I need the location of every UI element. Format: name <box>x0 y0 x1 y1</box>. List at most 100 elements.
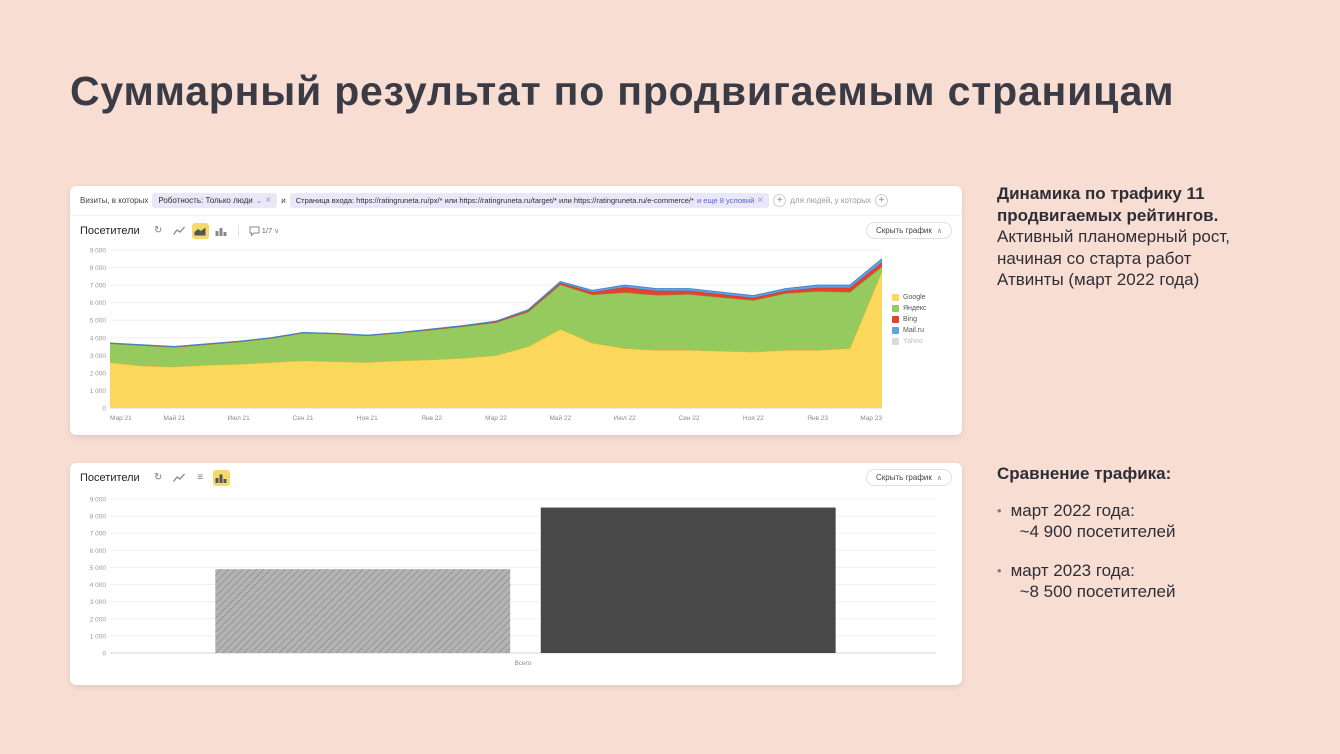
legend-swatch <box>892 327 899 334</box>
remove-filter-icon[interactable]: × <box>757 194 764 206</box>
chip-label: Роботность: Только люди <box>158 196 253 205</box>
svg-text:3 000: 3 000 <box>90 353 107 360</box>
chart-header: Посетители ↻ ≡ Скрыть график ∧ <box>70 463 962 489</box>
svg-text:0: 0 <box>102 406 106 413</box>
svg-text:Янв 23: Янв 23 <box>807 415 828 422</box>
refresh-icon[interactable]: ↻ <box>154 472 163 483</box>
svg-text:6 000: 6 000 <box>90 300 107 307</box>
legend-item-mailru[interactable]: Mail.ru <box>892 327 942 334</box>
bullet-line2: ~8 500 посетителей <box>1019 582 1176 601</box>
svg-text:0: 0 <box>102 651 106 658</box>
svg-text:8 000: 8 000 <box>90 514 107 521</box>
hide-chart-button[interactable]: Скрыть график ∧ <box>865 222 952 239</box>
chevron-down-icon: ∨ <box>274 227 280 235</box>
legend-item-google[interactable]: Google <box>892 294 942 301</box>
bullet-icon: • <box>997 502 1002 518</box>
svg-text:3 000: 3 000 <box>90 599 107 606</box>
comments-dropdown[interactable]: 1/7 ∨ <box>247 223 282 239</box>
add-visit-filter-button[interactable]: + <box>773 194 787 207</box>
refresh-icon[interactable]: ↻ <box>154 225 163 236</box>
svg-text:Всего: Всего <box>514 660 531 667</box>
line-chart-icon[interactable] <box>171 470 188 486</box>
bullet-line2: ~4 900 посетителей <box>1019 522 1176 541</box>
chart-legend: Google Яндекс Bing Mail.ru Yahoo <box>886 242 942 345</box>
svg-text:4 000: 4 000 <box>90 582 107 589</box>
collapse-icon: ∧ <box>936 474 942 482</box>
page-title: Суммарный результат по продвигаемым стра… <box>70 68 1175 114</box>
entry-page-filter-chip[interactable]: Страница входа: https://ratingruneta.ru/… <box>289 193 770 208</box>
legend-item-yahoo[interactable]: Yahoo <box>892 338 942 345</box>
svg-text:1 000: 1 000 <box>90 388 107 395</box>
bar-chart-icon[interactable] <box>213 223 230 239</box>
svg-text:Июл 22: Июл 22 <box>614 415 637 422</box>
legend-swatch <box>892 305 899 312</box>
comparison-title: Сравнение трафика: <box>997 464 1172 483</box>
visits-filter-label: Визиты, в которых <box>80 196 149 205</box>
line-chart-icon[interactable] <box>171 223 188 239</box>
svg-text:5 000: 5 000 <box>90 318 107 325</box>
comparison-text-block: Сравнение трафика: • март 2022 года: ~4 … <box>997 463 1259 603</box>
list-icon[interactable]: ≡ <box>197 472 204 483</box>
svg-text:Июл 21: Июл 21 <box>228 415 251 422</box>
svg-text:8 000: 8 000 <box>90 265 107 272</box>
chevron-down-icon[interactable]: ⌄ <box>255 195 263 205</box>
hide-chart-button[interactable]: Скрыть график ∧ <box>865 469 952 486</box>
bullet-line1: март 2023 года: <box>1010 560 1135 580</box>
dynamics-title: Динамика по трафику 11 продвигаемых рейт… <box>997 184 1219 225</box>
area-chart-svg: 0 1 000 2 000 3 000 4 000 5 000 6 000 7 000 8 00… <box>90 248 883 422</box>
svg-text:Май 21: Май 21 <box>163 414 185 422</box>
list-item: • март 2022 года: ~4 900 посетителей <box>997 500 1259 543</box>
area-chart-area: 0 1 000 2 000 3 000 4 000 5 000 6 000 7 000 8 00… <box>70 242 962 424</box>
legend-swatch <box>892 294 899 301</box>
traffic-comparison-card: Посетители ↻ ≡ Скрыть график ∧ 0 1 000 2 0… <box>70 463 962 685</box>
chart-header: Посетители ↻ 1/7 ∨ Скрыть график ∧ <box>70 216 962 242</box>
bullet-line1: март 2022 года: <box>1010 500 1135 520</box>
svg-text:2 000: 2 000 <box>90 370 107 377</box>
bar-chart-area: 0 1 000 2 000 3 000 4 000 5 000 6 000 7 000 8 00… <box>70 489 962 669</box>
svg-text:1 000: 1 000 <box>90 633 107 640</box>
svg-text:Май 22: Май 22 <box>549 414 571 422</box>
svg-text:7 000: 7 000 <box>90 531 107 538</box>
remove-filter-icon[interactable]: × <box>265 194 272 206</box>
chip-label: Страница входа: https://ratingruneta.ru/… <box>295 196 694 205</box>
traffic-dynamics-card: Визиты, в которых Роботность: Только люд… <box>70 186 962 435</box>
dynamics-text: Активный планомерный рост, начиная со ст… <box>997 227 1230 289</box>
svg-text:Сен 21: Сен 21 <box>293 415 314 422</box>
add-people-filter-button[interactable]: + <box>874 194 888 207</box>
collapse-icon: ∧ <box>936 227 942 235</box>
bar-chart-icon[interactable] <box>212 469 230 486</box>
dynamics-text-block: Динамика по трафику 11 продвигаемых рейт… <box>997 183 1259 291</box>
svg-text:Мар 23: Мар 23 <box>860 415 882 422</box>
svg-text:Сен 22: Сен 22 <box>679 415 700 422</box>
comparison-bullet-list: • март 2022 года: ~4 900 посетителей • м… <box>997 500 1259 603</box>
stacked-area-chart-icon[interactable] <box>191 222 209 239</box>
legend-item-yandex[interactable]: Яндекс <box>892 305 942 312</box>
svg-text:9 000: 9 000 <box>90 497 107 504</box>
robotness-filter-chip[interactable]: Роботность: Только люди ⌄ × <box>152 193 278 208</box>
svg-text:Мар 22: Мар 22 <box>485 415 507 422</box>
svg-text:7 000: 7 000 <box>90 283 107 290</box>
legend-swatch <box>892 338 899 345</box>
chart-title: Посетители <box>80 471 140 484</box>
legend-item-bing[interactable]: Bing <box>892 316 942 323</box>
svg-text:5 000: 5 000 <box>90 565 107 572</box>
list-item: • март 2023 года: ~8 500 посетителей <box>997 560 1259 603</box>
svg-text:Мар 21: Мар 21 <box>110 415 132 422</box>
svg-text:6 000: 6 000 <box>90 548 107 555</box>
svg-text:9 000: 9 000 <box>90 248 107 255</box>
segment-filter-bar: Визиты, в которых Роботность: Только люд… <box>70 186 962 216</box>
chart-title: Посетители <box>80 224 140 237</box>
more-conditions-link[interactable]: и еще 8 условий <box>696 196 755 205</box>
bullet-icon: • <box>997 562 1002 578</box>
svg-text:4 000: 4 000 <box>90 335 107 342</box>
svg-text:2 000: 2 000 <box>90 616 107 623</box>
people-filter-label: для людей, у которых <box>790 196 871 205</box>
svg-text:Янв 22: Янв 22 <box>421 415 442 422</box>
comment-count: 1/7 <box>261 226 273 235</box>
and-label: и <box>281 196 286 205</box>
svg-text:Ноя 22: Ноя 22 <box>743 415 764 422</box>
bar-chart-svg: 0 1 000 2 000 3 000 4 000 5 000 6 000 7 000 8 00… <box>90 497 936 667</box>
legend-swatch <box>892 316 899 323</box>
divider <box>237 224 239 237</box>
